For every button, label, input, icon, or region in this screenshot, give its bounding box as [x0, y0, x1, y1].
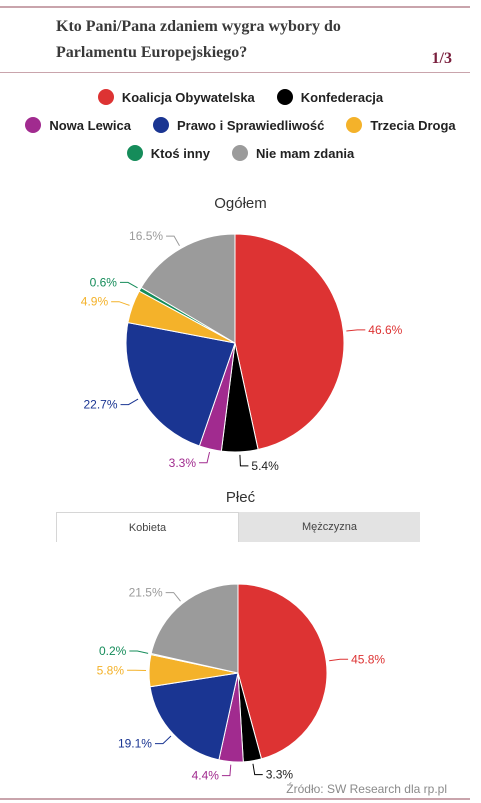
- legend-item-konfederacja[interactable]: Konfederacja: [276, 89, 384, 105]
- pie-label-nie-mam-zdania: 21.5%: [129, 586, 163, 600]
- pie-leader-konfederacja: [252, 763, 263, 776]
- pie-leader-trzecia-droga: [111, 301, 130, 306]
- pie-slice-koalicja[interactable]: [237, 583, 328, 760]
- legend-label: Nie mam zdania: [255, 145, 355, 161]
- pie-label-nowa-lewica: 3.3%: [169, 456, 197, 470]
- legend-item-nowa-lewica[interactable]: Nowa Lewica: [25, 117, 131, 133]
- pie-leader-nie-mam-zdania: [165, 592, 181, 602]
- pie-slice-pis[interactable]: [125, 321, 236, 447]
- legend-swatch-nie-mam-zdania: [231, 145, 248, 161]
- legend-item-koalicja[interactable]: Koalicja Obywatelska: [97, 89, 255, 105]
- pie-leader-konfederacja: [239, 454, 249, 467]
- pie-slice-nie-mam-zdania[interactable]: [150, 583, 239, 674]
- pie-label-nowa-lewica: 4.4%: [192, 769, 220, 783]
- pie-label-nie-mam-zdania: 16.5%: [129, 229, 163, 243]
- pie-slice-nie-mam-zdania[interactable]: [140, 233, 236, 344]
- chart-title-gender: Płeć: [225, 489, 256, 506]
- legend-swatch-koalicja: [97, 89, 114, 105]
- pie-leader-nowa-lewica: [221, 764, 232, 777]
- legend-swatch-ktos-inny: [126, 145, 143, 161]
- tab-kobieta[interactable]: Kobieta: [56, 512, 239, 542]
- legend-label: Ktoś inny: [150, 145, 210, 161]
- bottom-divider: [0, 798, 470, 800]
- pie-label-koalicja: 45.8%: [351, 652, 385, 666]
- legend-label: Koalicja Obywatelska: [121, 89, 255, 105]
- legend-item-ktos-inny[interactable]: Ktoś inny: [126, 145, 210, 161]
- pie-label-konfederacja: 3.3%: [266, 768, 294, 782]
- pie-chart-overall: 46.6% 5.4% 3.3% 22.7% 4.9% 0.6% 16.5%: [81, 229, 403, 473]
- gender-tabs: Kobieta Mężczyzna: [56, 512, 420, 542]
- legend-item-pis[interactable]: Prawo i Sprawiedliwość: [152, 117, 325, 133]
- legend-label: Nowa Lewica: [49, 117, 131, 133]
- pie-label-konfederacja: 5.4%: [251, 459, 279, 473]
- chart-title-overall: Ogółem: [214, 195, 267, 212]
- pie-leader-koalicja: [329, 658, 349, 662]
- legend-swatch-pis: [152, 117, 169, 133]
- legend-row: Nowa Lewica Prawo i Sprawiedliwość Trzec…: [0, 117, 481, 133]
- legend-swatch-konfederacja: [276, 89, 293, 105]
- pie-label-ktos-inny: 0.6%: [90, 275, 118, 289]
- pie-label-trzecia-droga: 5.8%: [97, 663, 125, 677]
- pie-leader-ktos-inny: [119, 281, 138, 289]
- legend-swatch-nowa-lewica: [25, 117, 42, 133]
- page-title: Kto Pani/Pana zdaniem wygra wybory do Pa…: [56, 18, 341, 61]
- legend-label: Konfederacja: [300, 89, 384, 105]
- legend-row: Ktoś inny Nie mam zdania: [0, 145, 481, 161]
- pie-label-pis: 19.1%: [118, 737, 152, 751]
- legend-swatch-trzecia-droga: [346, 117, 363, 133]
- pie-label-ktos-inny: 0.2%: [99, 644, 127, 658]
- page-indicator: 1/3: [431, 50, 452, 67]
- pie-leader-nie-mam-zdania: [166, 235, 180, 246]
- top-divider: [0, 6, 470, 8]
- pie-leader-koalicja: [346, 329, 366, 332]
- pie-leader-pis: [120, 398, 139, 406]
- legend-row: Koalicja Obywatelska Konfederacja: [0, 89, 481, 105]
- pie-leader-ktos-inny: [129, 650, 149, 654]
- pie-leader-pis: [154, 735, 172, 745]
- legend-label: Trzecia Droga: [370, 117, 456, 133]
- tab-mezczyzna[interactable]: Mężczyzna: [239, 512, 420, 542]
- legend-item-nie-mam-zdania[interactable]: Nie mam zdania: [231, 145, 355, 161]
- pie-label-koalicja: 46.6%: [368, 323, 402, 337]
- pie-leader-nowa-lewica: [199, 451, 211, 464]
- header-divider: [0, 72, 470, 73]
- source-note: Źródło: SW Research dla rp.pl: [286, 782, 447, 796]
- legend-label: Prawo i Sprawiedliwość: [176, 117, 325, 133]
- pie-slice-koalicja[interactable]: [234, 233, 345, 451]
- pie-label-pis: 22.7%: [84, 398, 118, 412]
- pie-label-trzecia-droga: 4.9%: [81, 295, 109, 309]
- pie-slice-pis[interactable]: [149, 672, 239, 761]
- legend-item-trzecia-droga[interactable]: Trzecia Droga: [346, 117, 456, 133]
